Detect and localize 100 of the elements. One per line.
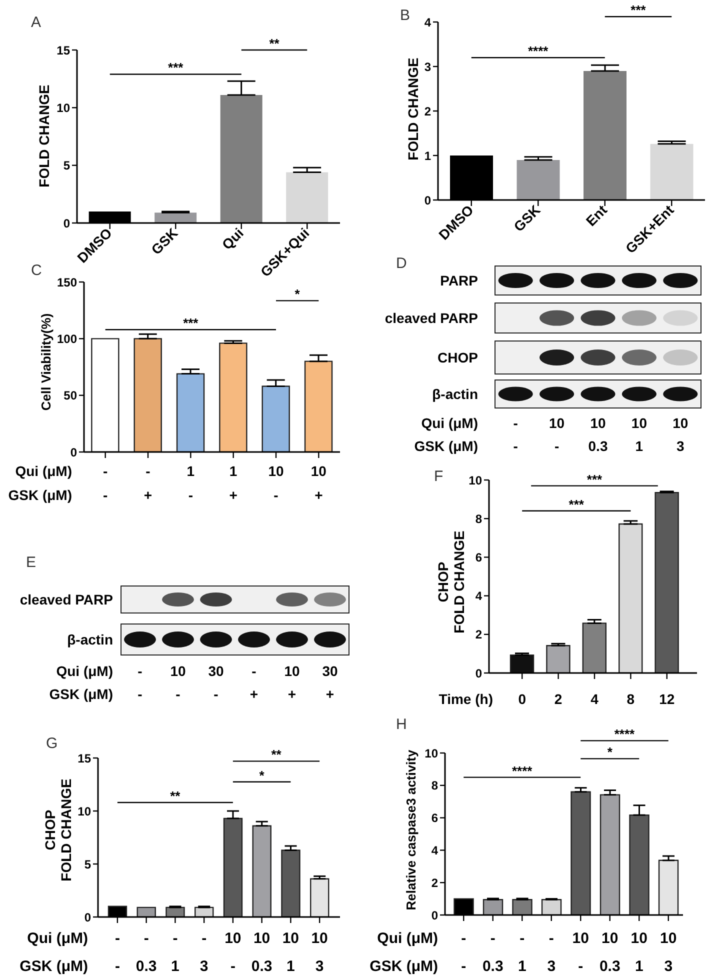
y-tick-label: 5	[84, 857, 92, 872]
y-axis-title: CHOP FOLD CHANGE	[434, 530, 467, 634]
x-tick-label: 10 0.3	[599, 930, 620, 975]
x-tick-label: - +	[144, 463, 152, 503]
text: GSK (μM)	[370, 958, 438, 975]
annotation: ***	[168, 60, 184, 76]
x-tick-label: 1 +	[229, 463, 238, 503]
category-label: 10 -	[549, 415, 565, 454]
text: Qui (μM)	[421, 415, 478, 431]
text: ****	[614, 726, 636, 742]
y-axis-title: FOLD CHANGE	[36, 84, 52, 188]
category-label: 10 0.3	[588, 415, 608, 454]
text: ***	[630, 2, 647, 18]
y-tick-label: 6	[475, 550, 482, 564]
annotation: ***	[586, 472, 604, 487]
y-tick-label: 10	[424, 746, 438, 760]
y-tick-label: 15	[78, 751, 92, 766]
x-tick-label: Ent	[582, 202, 610, 230]
annotation: **	[269, 36, 280, 51]
x-tick-label: - 3	[547, 930, 556, 975]
x-tick-label: - 1	[171, 930, 180, 975]
y-tick-label: 10	[56, 100, 70, 115]
chart-title: G	[46, 735, 58, 752]
y-tick-label: 0	[70, 445, 78, 460]
x-tick-label: - 1	[518, 930, 526, 975]
x-tick-label: 10 1	[282, 930, 300, 975]
text: β-actin	[432, 386, 478, 402]
x-tick-label: 10 +	[310, 463, 327, 503]
text: cleaved PARP	[20, 592, 113, 608]
annotation: **	[271, 747, 282, 762]
x-tick-label: - -	[114, 930, 120, 975]
x-tick-label: 2	[554, 691, 562, 707]
category-label: 10 3	[672, 415, 688, 454]
x-tick-label: 1 -	[186, 463, 195, 503]
annotation: ***	[568, 496, 585, 512]
y-tick-label: 100	[56, 332, 78, 346]
x-tick-label: 12	[659, 691, 675, 707]
y-tick-label: 5	[63, 158, 70, 173]
x-tick-label: 10 0.3	[251, 930, 272, 975]
x-tick-label: 8	[626, 691, 635, 707]
x-tick-label: - -	[461, 930, 466, 975]
x-tick-label: - 3	[200, 930, 208, 975]
category-label: 30 -	[208, 663, 224, 702]
y-tick-label: 2	[475, 628, 482, 642]
x-tick-label: 10 -	[224, 930, 242, 975]
text: E	[26, 554, 36, 571]
y-tick-label: 0	[84, 910, 92, 924]
annotation: ***	[183, 316, 200, 331]
y-tick-label: 2	[431, 876, 438, 890]
chart-title: F	[434, 468, 444, 485]
annotation: **	[170, 788, 182, 804]
text: cleaved PARP	[384, 310, 478, 326]
text: Qui (μM)	[15, 463, 72, 479]
y-tick-label: 2	[424, 104, 432, 118]
y-tick-label: 15	[56, 43, 70, 58]
text: GSK (μM)	[20, 958, 88, 975]
x-tick-label: 10 -	[572, 930, 589, 975]
y-axis-title: Relative caspase3 activity	[404, 749, 419, 910]
x-tick-label: 10 -	[268, 463, 284, 503]
y-tick-label: 10	[78, 804, 92, 818]
y-tick-label: 1	[424, 148, 432, 163]
x-tick-label: - 0.3	[482, 930, 504, 975]
chart-title: H	[396, 716, 407, 733]
y-tick-label: 50	[64, 388, 78, 403]
text: GSK (μM)	[414, 438, 478, 454]
y-axis-title: FOLD CHANGE	[404, 58, 421, 160]
annotation: *	[294, 286, 301, 302]
text: Qui (μM)	[377, 930, 438, 947]
x-tick-label: Qui	[218, 224, 246, 253]
text: Qui (μM)	[56, 663, 113, 679]
y-tick-label: 3	[424, 60, 432, 74]
annotation: *	[607, 744, 614, 760]
text: GSK (μM)	[49, 686, 113, 702]
text: β-actin	[67, 632, 113, 648]
text: D	[396, 255, 407, 272]
y-tick-label: 4	[424, 15, 432, 30]
chart-title: C	[31, 262, 42, 279]
y-tick-label: 8	[431, 778, 438, 793]
annotation: ****	[528, 44, 550, 59]
category-label: 30 +	[322, 663, 338, 702]
y-tick-label: 150	[56, 275, 78, 290]
x-tick-label: 10 3	[660, 930, 677, 975]
category-label: - -	[513, 415, 518, 454]
x-axis-title: Time (h)	[438, 691, 493, 707]
y-tick-label: 4	[431, 843, 438, 858]
annotation: ****	[512, 763, 534, 778]
y-tick-label: 8	[475, 512, 482, 526]
x-tick-label: 10 3	[311, 930, 328, 975]
text: CHOP	[438, 350, 478, 366]
x-tick-label: 0	[518, 691, 526, 707]
x-tick-label: 10 1	[630, 930, 648, 975]
x-tick-label: - -	[102, 463, 108, 503]
text: GSK (μM)	[8, 487, 72, 503]
annotation: *	[259, 768, 266, 783]
y-tick-label: 6	[431, 811, 438, 826]
chart-title: A	[31, 14, 42, 31]
y-tick-label: 0	[475, 666, 482, 680]
text: Qui (μM)	[27, 930, 88, 947]
y-tick-label: 0	[431, 908, 438, 922]
chart-title: B	[400, 7, 410, 24]
